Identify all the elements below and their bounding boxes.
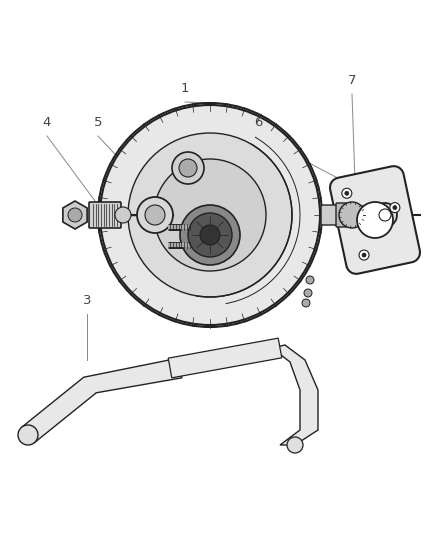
FancyBboxPatch shape xyxy=(335,203,352,227)
Polygon shape xyxy=(63,201,87,229)
Circle shape xyxy=(338,202,364,228)
Polygon shape xyxy=(21,358,181,443)
Text: 1: 1 xyxy=(180,82,189,94)
FancyBboxPatch shape xyxy=(320,205,337,225)
Circle shape xyxy=(356,202,392,238)
Text: 6: 6 xyxy=(253,116,261,128)
Text: 3: 3 xyxy=(82,294,91,306)
Text: 7: 7 xyxy=(347,74,356,86)
FancyBboxPatch shape xyxy=(350,206,364,224)
Circle shape xyxy=(145,205,165,225)
Text: 5: 5 xyxy=(94,116,102,128)
Circle shape xyxy=(372,203,396,227)
Circle shape xyxy=(100,105,319,325)
Circle shape xyxy=(378,209,390,221)
Polygon shape xyxy=(272,345,317,445)
Circle shape xyxy=(361,253,365,257)
Circle shape xyxy=(172,152,204,184)
Circle shape xyxy=(303,289,311,297)
Circle shape xyxy=(128,133,291,297)
Circle shape xyxy=(305,276,313,284)
Circle shape xyxy=(301,299,309,307)
Circle shape xyxy=(179,159,197,177)
Circle shape xyxy=(137,197,173,233)
Circle shape xyxy=(344,191,348,195)
Circle shape xyxy=(187,213,231,257)
Circle shape xyxy=(115,207,131,223)
Circle shape xyxy=(18,425,38,445)
Circle shape xyxy=(389,203,399,213)
Circle shape xyxy=(358,250,368,260)
Circle shape xyxy=(341,188,351,198)
Circle shape xyxy=(392,206,396,209)
Circle shape xyxy=(200,225,219,245)
Polygon shape xyxy=(329,166,419,274)
Text: 4: 4 xyxy=(43,116,51,128)
Polygon shape xyxy=(168,338,281,378)
Circle shape xyxy=(68,208,82,222)
Circle shape xyxy=(154,159,265,271)
Circle shape xyxy=(286,437,302,453)
FancyBboxPatch shape xyxy=(89,202,121,228)
Circle shape xyxy=(180,205,240,265)
